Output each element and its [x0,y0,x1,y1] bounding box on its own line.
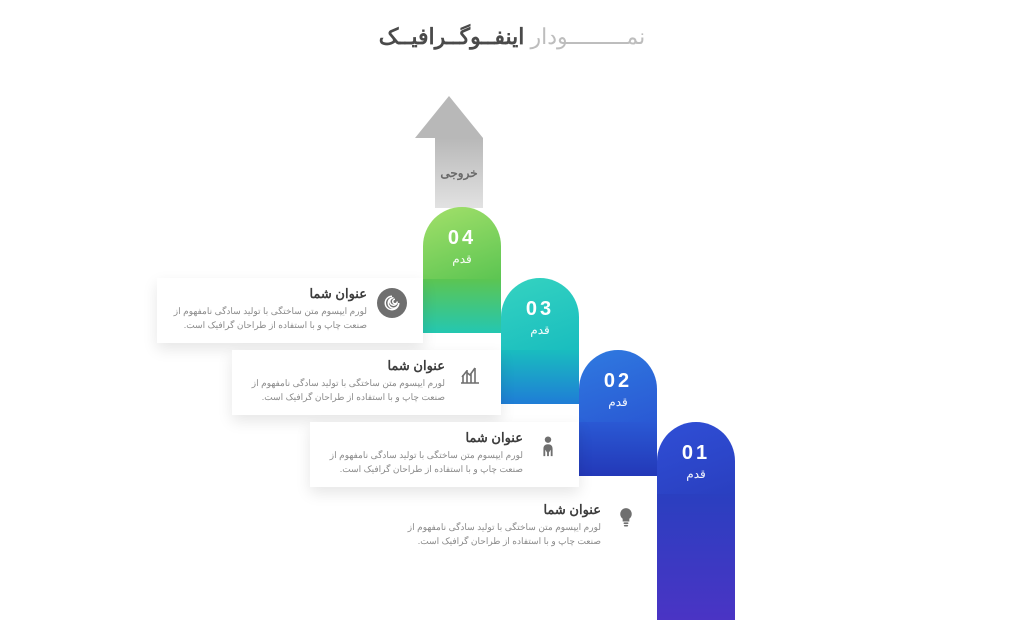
step-03: 03 قدم [501,278,579,404]
step-04-tail [423,279,501,333]
spiral-icon [377,288,407,318]
step-03-tail [501,350,579,404]
output-arrow: خروجی [423,96,483,208]
arrow-shaft: خروجی [435,138,483,208]
step-03-number: 03 [526,298,554,321]
step-01-tail [657,494,735,620]
card-02-heading: عنوان شما [320,430,523,446]
step-01-number: 01 [682,442,710,465]
step-02-tail [579,422,657,476]
step-04: 04 قدم [423,207,501,333]
step-04-word: قدم [452,252,471,266]
card-01: عنوان شما لورم ایپسوم متن ساختگی با تولی… [388,494,657,559]
step-02-number: 02 [604,370,632,393]
card-02-body: لورم ایپسوم متن ساختگی با تولید سادگی نا… [320,449,523,477]
step-01-head: 01 قدم [657,422,735,494]
step-01-word: قدم [686,467,705,481]
output-label: خروجی [440,166,477,180]
step-03-word: قدم [530,323,549,337]
step-04-number: 04 [448,227,476,250]
barchart-icon [455,360,485,390]
arrow-head-icon [415,96,483,138]
card-03-heading: عنوان شما [242,358,445,374]
step-03-head: 03 قدم [501,278,579,350]
person-icon [533,432,563,462]
step-02-word: قدم [608,395,627,409]
step-01: 01 قدم [657,422,735,620]
card-03: عنوان شما لورم ایپسوم متن ساختگی با تولی… [232,350,501,415]
title-light: نمـــــــــودار [531,24,646,49]
title-bold: اینفــوگــرافیــک [379,24,525,49]
card-03-body: لورم ایپسوم متن ساختگی با تولید سادگی نا… [242,377,445,405]
card-01-body: لورم ایپسوم متن ساختگی با تولید سادگی نا… [398,521,601,549]
card-04-heading: عنوان شما [167,286,367,302]
step-02-head: 02 قدم [579,350,657,422]
step-04-head: 04 قدم [423,207,501,279]
page-title: نمـــــــــودار اینفــوگــرافیــک [0,24,1024,50]
bulb-icon [611,504,641,534]
card-01-heading: عنوان شما [398,502,601,518]
step-02: 02 قدم [579,350,657,476]
card-02: عنوان شما لورم ایپسوم متن ساختگی با تولی… [310,422,579,487]
card-04-body: لورم ایپسوم متن ساختگی با تولید سادگی نا… [167,305,367,333]
card-04: عنوان شما لورم ایپسوم متن ساختگی با تولی… [157,278,423,343]
